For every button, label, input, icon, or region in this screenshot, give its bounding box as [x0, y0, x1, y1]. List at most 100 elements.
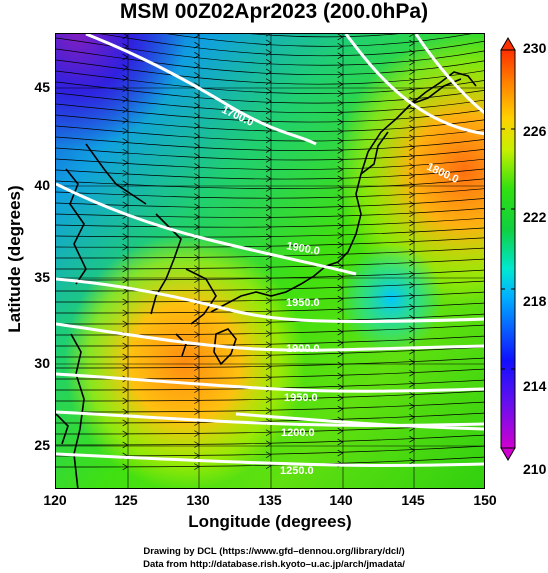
wind-arrow: [194, 51, 201, 59]
colorbar-tick-label: 230: [523, 40, 547, 56]
streamline: [56, 147, 484, 161]
streamline: [166, 34, 472, 47]
contour-label: 1200.0: [281, 427, 315, 439]
wind-arrow: [337, 43, 344, 50]
wind-arrow: [337, 61, 344, 69]
wind-arrow: [265, 451, 272, 459]
wind-arrow: [409, 446, 416, 454]
wind-arrow: [194, 223, 201, 231]
wind-arrow: [122, 191, 129, 198]
x-tick-label: 150: [473, 492, 497, 508]
wind-arrow: [409, 191, 416, 199]
streamline: [56, 92, 484, 113]
streamline: [56, 158, 484, 170]
wind-arrow: [265, 146, 272, 153]
wind-arrow: [194, 331, 201, 338]
wind-arrow: [337, 213, 344, 220]
wind-arrow: [409, 292, 416, 300]
streamline: [56, 258, 484, 270]
wind-arrow: [409, 39, 416, 47]
wind-arrow: [194, 276, 201, 283]
wind-arrow: [194, 112, 201, 120]
wind-arrow: [194, 265, 201, 272]
wind-arrow: [194, 132, 201, 140]
wind-arrow: [265, 107, 272, 115]
wind-arrow: [409, 229, 416, 237]
streamline: [56, 70, 484, 95]
streamline: [56, 269, 484, 281]
chart-title: MSM 00Z02Apr2023 (200.0hPa): [119, 0, 429, 23]
wind-arrow: [409, 402, 416, 410]
wind-arrow: [122, 265, 129, 273]
wind-arrow: [122, 95, 129, 103]
wind-arrow: [122, 342, 129, 350]
wind-arrow: [122, 309, 129, 317]
streamline: [56, 37, 484, 66]
colorbar-max-arrow: [500, 37, 516, 51]
streamline: [56, 456, 484, 468]
wind-arrow: [122, 397, 129, 405]
streamline: [56, 208, 484, 218]
wind-arrow: [194, 122, 201, 130]
colorbar-tick-label: 214: [523, 378, 547, 394]
wind-arrow: [194, 375, 201, 382]
wind-arrow: [122, 148, 129, 156]
wind-arrow: [409, 369, 416, 377]
wind-arrow: [122, 201, 129, 209]
wind-arrow: [409, 200, 416, 208]
wind-arrow: [337, 273, 344, 281]
streamline: [56, 434, 484, 446]
colorbar-tick-label: 218: [523, 293, 547, 309]
colorbar-tick-label: 226: [523, 123, 547, 139]
streamline: [56, 48, 484, 76]
wind-arrow: [122, 169, 129, 177]
streamline: [56, 324, 484, 336]
x-axis-label: Longitude (degrees): [188, 512, 352, 531]
wind-arrow: [122, 34, 129, 40]
wind-arrow: [409, 34, 415, 38]
x-tick-label: 140: [329, 492, 353, 508]
wind-arrow: [265, 165, 272, 173]
wind-arrow: [337, 166, 344, 173]
wind-arrow: [194, 203, 201, 211]
wind-arrow: [409, 163, 416, 170]
wind-arrow: [194, 463, 201, 470]
wind-arrow: [122, 386, 129, 394]
wind-arrow: [265, 126, 272, 134]
streamline: [56, 335, 484, 347]
wind-arrow: [337, 241, 344, 249]
wind-arrow: [122, 298, 129, 306]
streamline: [56, 103, 484, 123]
x-tick-label: 135: [258, 492, 282, 508]
wind-arrow: [265, 175, 272, 182]
wind-arrow: [337, 109, 344, 116]
wind-arrow: [409, 259, 416, 267]
wind-arrow: [122, 419, 129, 427]
wind-arrow: [122, 233, 129, 240]
wind-arrow: [265, 34, 271, 37]
wind-arrow: [409, 77, 416, 85]
streamline: [56, 401, 484, 413]
wind-arrow: [194, 41, 201, 49]
wind-arrow: [122, 64, 129, 71]
wind-arrow: [337, 222, 344, 230]
contour-label: 1900.0: [285, 240, 320, 258]
wind-arrow: [409, 248, 416, 256]
map-svg: 1700.0 1800.0 1900.0 1950.0 1900.0 1950.…: [56, 34, 484, 488]
x-tick-label: 130: [186, 492, 210, 508]
colorbar-tick-label: 222: [523, 209, 547, 225]
wind-arrow: [265, 39, 272, 47]
wind-arrow: [122, 117, 129, 124]
wind-arrow: [122, 85, 129, 93]
credit-dcl: Drawing by DCL (https://www.gfd–dennou.o…: [143, 546, 405, 557]
wind-arrow: [265, 214, 272, 221]
wind-arrow: [265, 297, 272, 305]
wind-arrow: [265, 78, 272, 85]
wind-arrow: [409, 238, 416, 246]
wind-arrow: [265, 68, 272, 76]
wind-arrow: [265, 264, 272, 272]
wind-arrow: [337, 99, 344, 107]
x-tick-label: 120: [43, 492, 67, 508]
wind-arrow: [265, 136, 272, 144]
wind-arrow: [265, 286, 272, 294]
